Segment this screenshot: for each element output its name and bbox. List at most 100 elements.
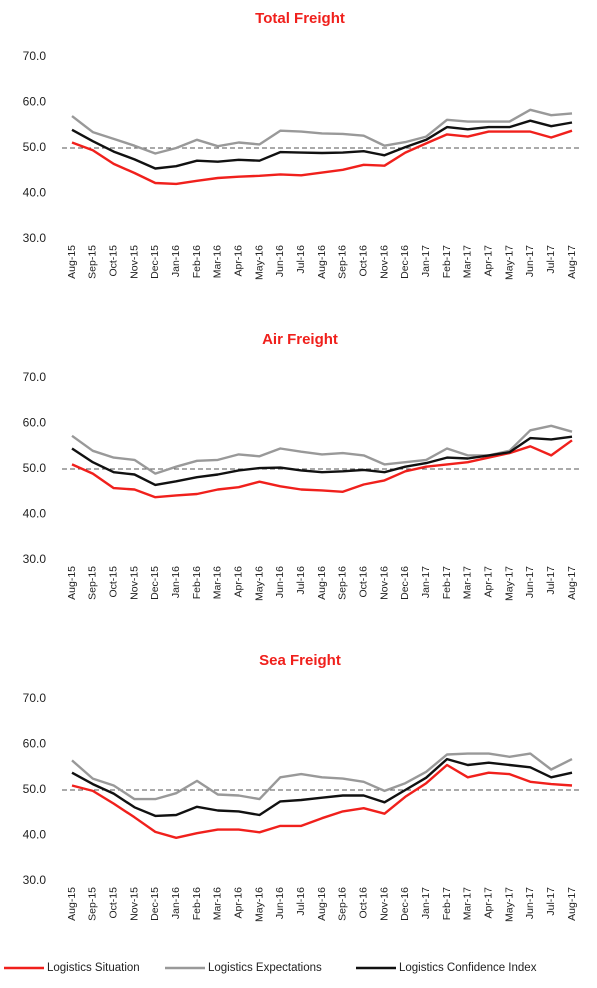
x-tick-label: Dec-16 xyxy=(399,887,411,921)
legend-label: Logistics Confidence Index xyxy=(399,962,537,974)
x-tick-label: May-17 xyxy=(503,245,515,280)
x-tick-label: Apr-17 xyxy=(482,566,494,598)
x-tick-label: Jan-16 xyxy=(170,566,182,598)
x-tick-label: Aug-16 xyxy=(316,245,328,279)
x-tick-label: Sep-16 xyxy=(337,566,349,600)
x-tick-label: Feb-17 xyxy=(441,887,453,920)
x-tick-label: Aug-17 xyxy=(566,566,578,600)
x-tick-label: Jun-17 xyxy=(524,245,536,277)
y-tick-label: 30.0 xyxy=(23,552,47,566)
x-tick-label: May-17 xyxy=(503,566,515,601)
legend-label: Logistics Expectations xyxy=(208,962,322,974)
series-line xyxy=(71,757,573,818)
y-tick-label: 70.0 xyxy=(23,691,47,705)
x-tick-label: May-16 xyxy=(253,245,265,280)
series-line xyxy=(71,752,573,801)
x-tick-label: Mar-17 xyxy=(462,245,474,278)
y-tick-label: 60.0 xyxy=(23,95,47,109)
x-tick-label: Apr-16 xyxy=(232,566,244,598)
series-line xyxy=(71,435,573,487)
x-tick-label: Jul-16 xyxy=(295,887,307,916)
y-tick-label: 70.0 xyxy=(23,370,47,384)
x-tick-label: Jun-16 xyxy=(274,887,286,919)
y-tick-label: 40.0 xyxy=(23,186,47,200)
x-tick-label: Feb-17 xyxy=(441,245,453,278)
x-tick-label: Nov-15 xyxy=(128,245,140,279)
x-tick-label: Jul-16 xyxy=(295,566,307,595)
x-tick-label: Aug-15 xyxy=(66,245,78,279)
x-tick-label: Oct-16 xyxy=(357,245,369,277)
x-tick-label: Aug-16 xyxy=(316,566,328,600)
x-tick-label: Jan-17 xyxy=(420,887,432,919)
x-tick-label: Feb-16 xyxy=(191,887,203,920)
series-line xyxy=(71,129,573,186)
x-tick-label: Dec-15 xyxy=(149,887,161,921)
x-tick-label: Apr-17 xyxy=(482,887,494,919)
x-tick-label: Jun-17 xyxy=(524,566,536,598)
x-tick-label: Dec-15 xyxy=(149,566,161,600)
x-tick-label: Sep-15 xyxy=(87,245,99,279)
x-tick-label: Jun-16 xyxy=(274,566,286,598)
y-tick-label: 40.0 xyxy=(23,507,47,521)
series-line xyxy=(71,108,573,155)
x-tick-label: Oct-16 xyxy=(357,566,369,598)
x-tick-label: Aug-17 xyxy=(566,887,578,921)
x-tick-label: Jan-17 xyxy=(420,566,432,598)
x-tick-label: Feb-16 xyxy=(191,245,203,278)
x-tick-label: Aug-15 xyxy=(66,887,78,921)
y-tick-label: 50.0 xyxy=(23,782,47,796)
series-line xyxy=(71,424,573,475)
x-tick-label: Dec-16 xyxy=(399,245,411,279)
x-tick-label: Jan-16 xyxy=(170,245,182,277)
x-tick-label: May-16 xyxy=(253,566,265,601)
x-tick-label: Aug-16 xyxy=(316,887,328,921)
y-tick-label: 70.0 xyxy=(23,49,47,63)
x-tick-label: Oct-15 xyxy=(107,887,119,919)
x-tick-label: Aug-15 xyxy=(66,566,78,600)
x-tick-label: Nov-16 xyxy=(378,566,390,600)
x-tick-label: May-16 xyxy=(253,887,265,922)
x-tick-label: Jul-16 xyxy=(295,245,307,274)
legend-label: Logistics Situation xyxy=(47,962,140,974)
x-tick-label: Apr-17 xyxy=(482,245,494,277)
x-tick-label: Jun-16 xyxy=(274,245,286,277)
x-tick-label: Sep-16 xyxy=(337,245,349,279)
series-line xyxy=(71,439,573,499)
x-tick-label: Apr-16 xyxy=(232,245,244,277)
x-tick-label: Mar-17 xyxy=(462,566,474,599)
x-tick-label: Sep-15 xyxy=(87,566,99,600)
y-tick-label: 30.0 xyxy=(23,873,47,887)
x-tick-label: Oct-15 xyxy=(107,566,119,598)
x-tick-label: Jul-17 xyxy=(545,887,557,916)
x-tick-label: Mar-16 xyxy=(212,566,224,599)
x-tick-label: Dec-15 xyxy=(149,245,161,279)
y-tick-label: 50.0 xyxy=(23,140,47,154)
x-tick-label: Mar-17 xyxy=(462,887,474,920)
chart-title: Air Freight xyxy=(262,331,338,348)
x-tick-label: Jan-16 xyxy=(170,887,182,919)
chart-title: Sea Freight xyxy=(259,652,341,669)
x-tick-label: Feb-17 xyxy=(441,566,453,599)
x-tick-label: Jul-17 xyxy=(545,245,557,274)
x-tick-label: Mar-16 xyxy=(212,245,224,278)
x-tick-label: Apr-16 xyxy=(232,887,244,919)
y-tick-label: 30.0 xyxy=(23,231,47,245)
y-tick-label: 40.0 xyxy=(23,828,47,842)
x-tick-label: Jun-17 xyxy=(524,887,536,919)
x-tick-label: Oct-15 xyxy=(107,245,119,277)
x-tick-label: Aug-17 xyxy=(566,245,578,279)
x-tick-label: Nov-15 xyxy=(128,887,140,921)
x-tick-label: Jan-17 xyxy=(420,245,432,277)
x-tick-label: Nov-16 xyxy=(378,887,390,921)
x-tick-label: Sep-15 xyxy=(87,887,99,921)
x-tick-label: Nov-15 xyxy=(128,566,140,600)
chart-title: Total Freight xyxy=(255,10,345,27)
x-tick-label: Oct-16 xyxy=(357,887,369,919)
y-tick-label: 60.0 xyxy=(23,416,47,430)
x-tick-label: May-17 xyxy=(503,887,515,922)
x-tick-label: Sep-16 xyxy=(337,887,349,921)
x-tick-label: Dec-16 xyxy=(399,566,411,600)
series-line xyxy=(71,763,573,839)
x-tick-label: Mar-16 xyxy=(212,887,224,920)
